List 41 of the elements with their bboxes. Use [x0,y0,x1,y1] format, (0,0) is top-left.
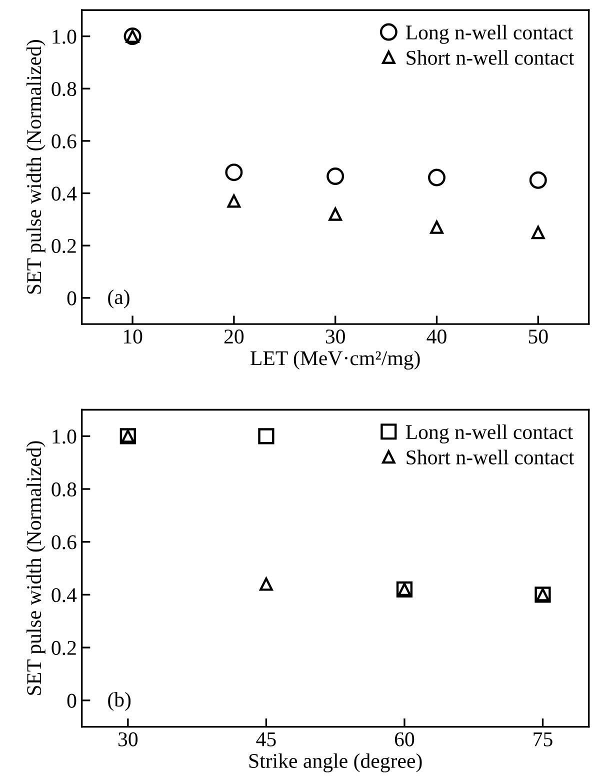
point [326,168,344,185]
y-tick-label: 1.0 [52,30,76,44]
x-tick-label: 50 [528,330,548,344]
y-axis-title: SET pulse width (Normalized) [26,441,46,695]
legend-label: Short n-well contact [406,450,574,464]
y-tick-label: 0.4 [52,186,77,201]
x-tick-label: 30 [118,732,138,746]
x-tick-label: 45 [256,732,276,746]
x-axis-title: LET (MeV·cm²/mg) [250,350,420,370]
y-tick-label: 0.2 [52,640,76,656]
legend-label: Long n-well contact [406,24,573,44]
annotation: (b) [108,692,131,711]
annotation: (a) [108,290,130,308]
y-tick-label: 0 [67,694,76,708]
point [258,428,274,444]
y-axis-title: SET pulse width (Normalized) [26,40,46,294]
x-tick-label: 20 [224,330,244,344]
y-tick-label: 0.6 [52,535,76,550]
x-axis-title: Strike angle (degree) [249,753,422,772]
point [428,168,446,186]
point [430,220,444,234]
point [260,577,273,591]
y-tick-label: 0.2 [52,238,76,254]
point [225,164,243,182]
y-tick-label: 0.8 [52,482,76,497]
x-tick-label: 10 [124,330,142,344]
point [531,226,545,240]
y-tick-label: 0.8 [52,82,76,96]
x-tick-label: 40 [426,330,446,344]
y-tick-label: 0.4 [52,588,77,602]
point [227,194,241,208]
x-tick-label: 30 [326,330,345,344]
y-tick-label: 0 [67,291,76,306]
y-tick-label: 0.6 [52,134,76,148]
legend-label: Long n-well contact [406,424,573,444]
x-tick-label: 75 [534,732,552,746]
point [529,171,547,189]
legend-label: Short n-well contact [406,50,574,65]
x-tick-label: 60 [394,732,414,746]
y-tick-label: 1.0 [52,430,76,444]
point [328,208,342,221]
